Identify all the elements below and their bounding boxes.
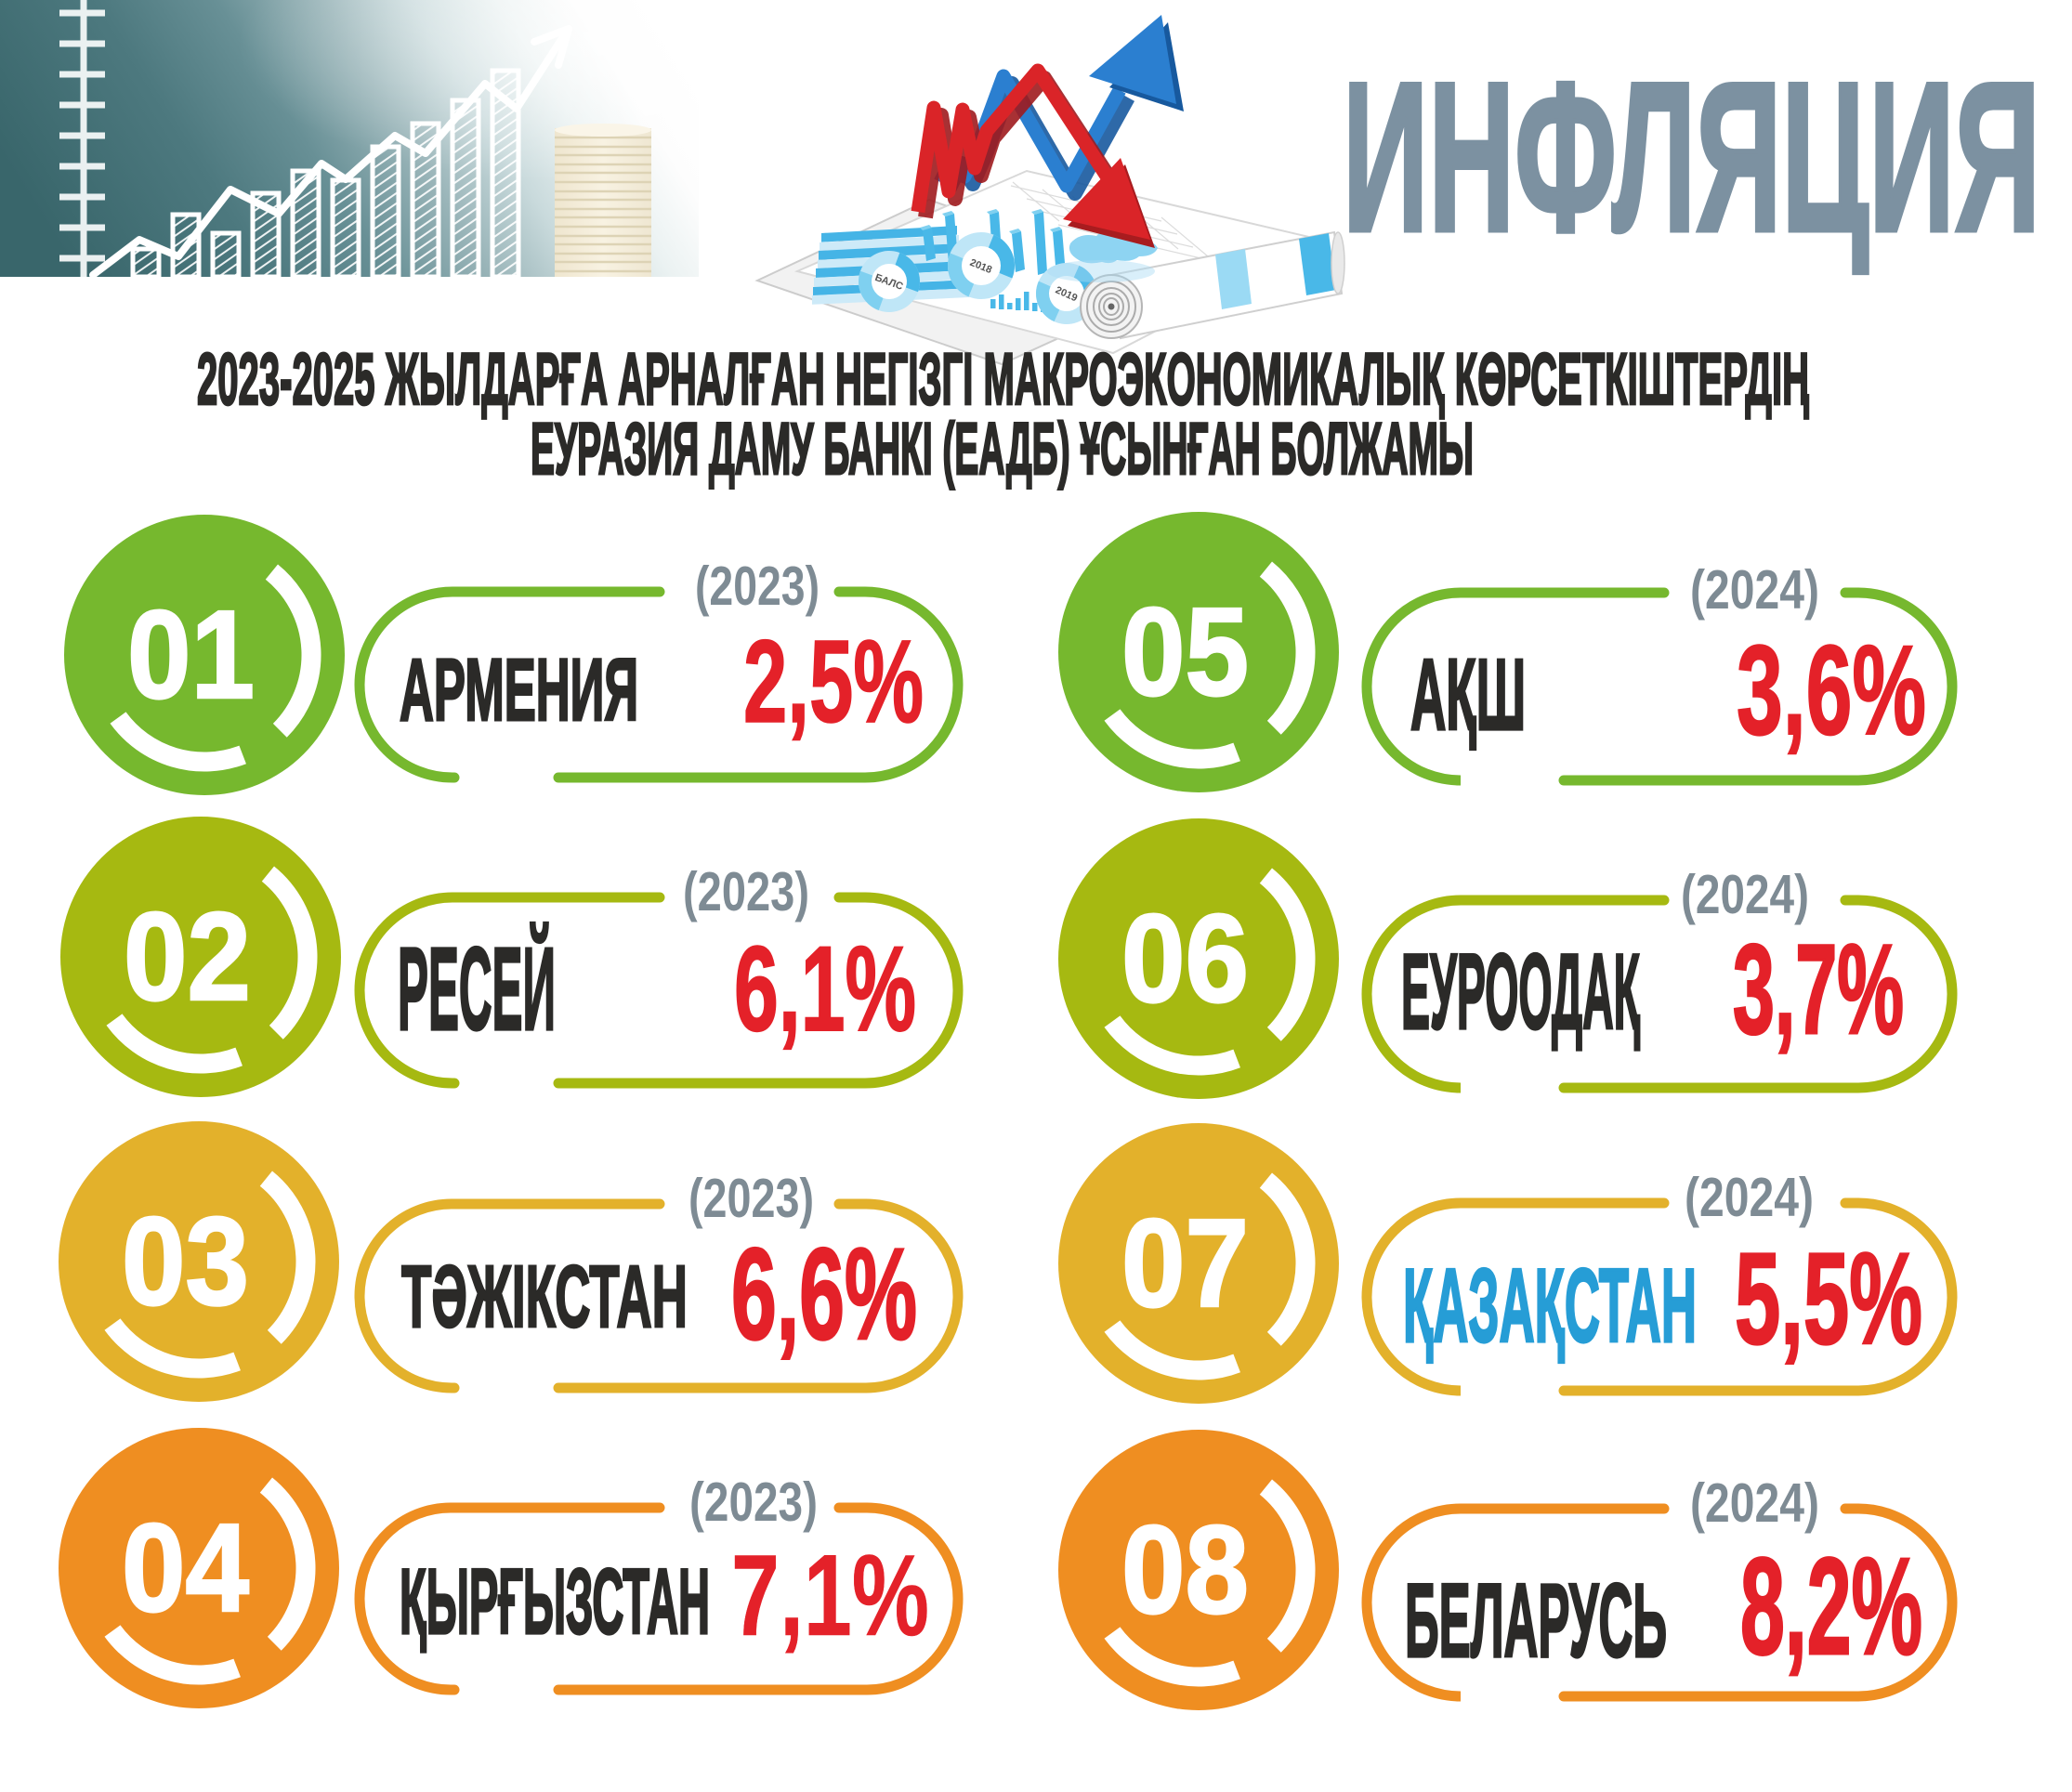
svg-text:(2024): (2024) bbox=[1685, 1167, 1814, 1228]
svg-text:(2023): (2023) bbox=[683, 861, 809, 922]
svg-text:ЕУРАЗИЯ ДАМУ БАНКІ (ЕАДБ) ҰСЫН: ЕУРАЗИЯ ДАМУ БАНКІ (ЕАДБ) ҰСЫНҒАН БОЛЖАМ… bbox=[531, 407, 1474, 490]
svg-text:3,6%: 3,6% bbox=[1737, 620, 1926, 762]
svg-text:РЕСЕЙ: РЕСЕЙ bbox=[398, 922, 556, 1054]
svg-text:6,1%: 6,1% bbox=[734, 921, 916, 1056]
svg-text:БЕЛАРУСЬ: БЕЛАРУСЬ bbox=[1405, 1563, 1667, 1679]
svg-text:05: 05 bbox=[1121, 582, 1249, 722]
svg-text:(2024): (2024) bbox=[1690, 1472, 1819, 1534]
svg-text:2,5%: 2,5% bbox=[743, 616, 924, 747]
svg-text:01: 01 bbox=[127, 584, 255, 725]
svg-text:АРМЕНИЯ: АРМЕНИЯ bbox=[400, 641, 638, 739]
svg-text:ҚАЗАҚСТАН: ҚАЗАҚСТАН bbox=[1403, 1248, 1697, 1364]
svg-text:(2024): (2024) bbox=[1690, 559, 1819, 621]
svg-text:ҚЫРҒЫЗСТАН: ҚЫРҒЫЗСТАН bbox=[400, 1550, 710, 1653]
svg-text:6,6%: 6,6% bbox=[731, 1221, 917, 1367]
svg-text:АҚШ: АҚШ bbox=[1410, 638, 1526, 752]
svg-text:ЕУРООДАҚ: ЕУРООДАҚ bbox=[1401, 933, 1640, 1052]
svg-text:2023-2025 ЖЫЛДАРҒА АРНАЛҒАН НЕ: 2023-2025 ЖЫЛДАРҒА АРНАЛҒАН НЕГІЗГІ МАКР… bbox=[197, 337, 1809, 420]
svg-text:06: 06 bbox=[1121, 888, 1249, 1028]
svg-text:03: 03 bbox=[122, 1191, 249, 1331]
svg-text:(2024): (2024) bbox=[1681, 864, 1809, 925]
svg-text:8,2%: 8,2% bbox=[1740, 1530, 1922, 1683]
svg-text:ТӘЖІКСТАН: ТӘЖІКСТАН bbox=[401, 1248, 688, 1346]
svg-text:ИНФЛЯЦИЯ: ИНФЛЯЦИЯ bbox=[1343, 38, 2040, 276]
svg-text:02: 02 bbox=[124, 886, 251, 1027]
svg-text:5,5%: 5,5% bbox=[1735, 1225, 1922, 1371]
svg-text:07: 07 bbox=[1121, 1193, 1249, 1333]
svg-text:04: 04 bbox=[122, 1498, 249, 1638]
svg-text:(2023): (2023) bbox=[689, 1472, 818, 1533]
svg-text:(2023): (2023) bbox=[688, 1168, 814, 1229]
svg-text:(2023): (2023) bbox=[695, 556, 820, 617]
svg-text:08: 08 bbox=[1121, 1499, 1249, 1640]
svg-text:7,1%: 7,1% bbox=[731, 1532, 929, 1660]
svg-text:3,7%: 3,7% bbox=[1733, 919, 1904, 1061]
